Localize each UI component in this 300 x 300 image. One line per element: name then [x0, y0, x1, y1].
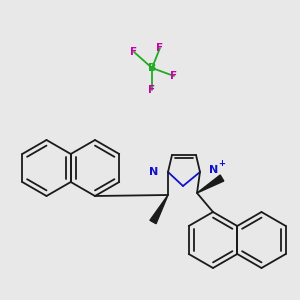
- Text: F: F: [156, 43, 164, 53]
- Text: N: N: [149, 167, 159, 177]
- Text: F: F: [148, 85, 156, 95]
- Polygon shape: [150, 195, 168, 224]
- Text: F: F: [170, 71, 178, 81]
- Text: F: F: [130, 47, 138, 57]
- Text: N: N: [209, 165, 219, 175]
- Text: B: B: [148, 63, 156, 73]
- Polygon shape: [197, 175, 224, 193]
- Text: +: +: [218, 158, 226, 167]
